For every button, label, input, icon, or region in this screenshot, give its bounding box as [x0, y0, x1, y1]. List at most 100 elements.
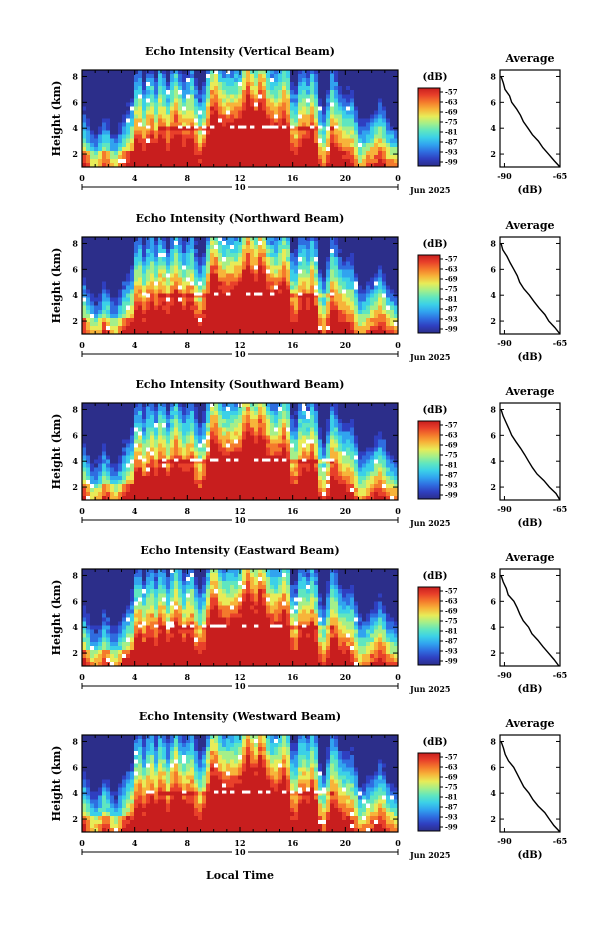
echo-cell — [186, 455, 191, 460]
echo-cell — [218, 313, 223, 319]
echo-cell — [250, 257, 255, 262]
echo-cell — [130, 241, 135, 246]
echo-cell — [102, 126, 107, 132]
echo-cell — [94, 483, 99, 489]
echo-cell — [146, 285, 151, 290]
echo-cell — [334, 78, 339, 83]
echo-cell — [330, 150, 335, 156]
echo-cell — [114, 245, 119, 250]
echo-cell — [306, 305, 311, 311]
echo-cell — [258, 313, 263, 319]
echo-cell — [250, 154, 255, 160]
echo-cell — [214, 237, 219, 242]
echo-cell — [370, 146, 375, 152]
echo-cell — [306, 146, 311, 152]
echo-cell — [154, 154, 159, 160]
echo-cell — [94, 269, 99, 274]
echo-cell — [82, 463, 87, 469]
average-x-label: (dB) — [518, 185, 543, 196]
echo-cell — [302, 321, 307, 327]
echo-cell — [326, 114, 331, 119]
echo-cell — [146, 245, 151, 250]
echo-cell — [278, 150, 283, 156]
echo-cell — [90, 122, 95, 127]
echo-cell — [86, 463, 91, 469]
echo-cell — [322, 241, 327, 246]
echo-cell — [162, 455, 167, 460]
echo-cell — [102, 435, 107, 440]
echo-cell — [330, 126, 335, 132]
echo-cell — [142, 142, 147, 148]
echo-cell — [166, 297, 171, 303]
x-tick-label: 12 — [234, 340, 245, 350]
echo-cell — [134, 78, 139, 83]
echo-cell — [110, 309, 115, 315]
echo-cell — [154, 106, 159, 111]
echo-cell — [130, 86, 135, 91]
echo-cell — [166, 479, 171, 485]
echo-cell — [294, 293, 299, 299]
echo-cell — [342, 269, 347, 274]
echo-cell — [338, 277, 343, 282]
echo-cell — [110, 423, 115, 428]
echo-cell — [262, 289, 267, 294]
echo-cell — [166, 455, 171, 460]
echo-cell — [174, 301, 179, 307]
echo-cell — [114, 495, 119, 501]
echo-cell — [146, 86, 151, 91]
echo-cell — [222, 301, 227, 307]
echo-cell — [126, 423, 131, 428]
echo-cell — [94, 329, 99, 335]
echo-cell — [334, 126, 339, 132]
echo-cell — [206, 487, 211, 493]
echo-cell — [126, 313, 131, 319]
echo-cell — [254, 249, 259, 254]
echo-cell — [226, 74, 231, 79]
echo-cell — [258, 102, 263, 107]
echo-cell — [94, 154, 99, 160]
echo-cell — [186, 297, 191, 303]
echo-cell — [338, 265, 343, 270]
echo-cell — [102, 118, 107, 123]
echo-cell — [194, 138, 199, 144]
echo-cell — [94, 150, 99, 156]
echo-cell — [378, 277, 383, 282]
echo-cell — [262, 86, 267, 91]
echo-cell — [190, 455, 195, 460]
echo-cell — [238, 90, 243, 95]
echo-cell — [218, 245, 223, 250]
echo-cell — [294, 74, 299, 79]
echo-cell — [170, 325, 175, 331]
echo-cell — [274, 142, 279, 148]
echo-cell — [190, 70, 195, 75]
echo-cell — [150, 317, 155, 323]
echo-cell — [282, 110, 287, 115]
echo-cell — [218, 118, 223, 123]
echo-cell — [366, 162, 371, 168]
echo-cell — [94, 313, 99, 319]
echo-cell — [206, 70, 211, 75]
echo-cell — [278, 130, 283, 136]
echo-cell — [150, 459, 155, 465]
echo-cell — [194, 321, 199, 327]
echo-cell — [122, 483, 127, 489]
echo-cell — [186, 249, 191, 254]
echo-cell — [102, 269, 107, 274]
echo-cell — [106, 479, 111, 485]
echo-cell — [286, 130, 291, 136]
echo-cell — [250, 78, 255, 83]
echo-cell — [82, 321, 87, 327]
echo-cell — [154, 317, 159, 323]
echo-cell — [110, 257, 115, 262]
echo-cell — [226, 122, 231, 127]
echo-cell — [186, 138, 191, 144]
echo-cell — [166, 122, 171, 127]
echo-cell — [178, 106, 183, 111]
echo-cell — [162, 106, 167, 111]
echo-cell — [338, 130, 343, 136]
echo-cell — [330, 309, 335, 315]
echo-cell — [258, 78, 263, 83]
echo-cell — [306, 265, 311, 270]
echo-cell — [242, 138, 247, 144]
echo-cell — [274, 329, 279, 335]
